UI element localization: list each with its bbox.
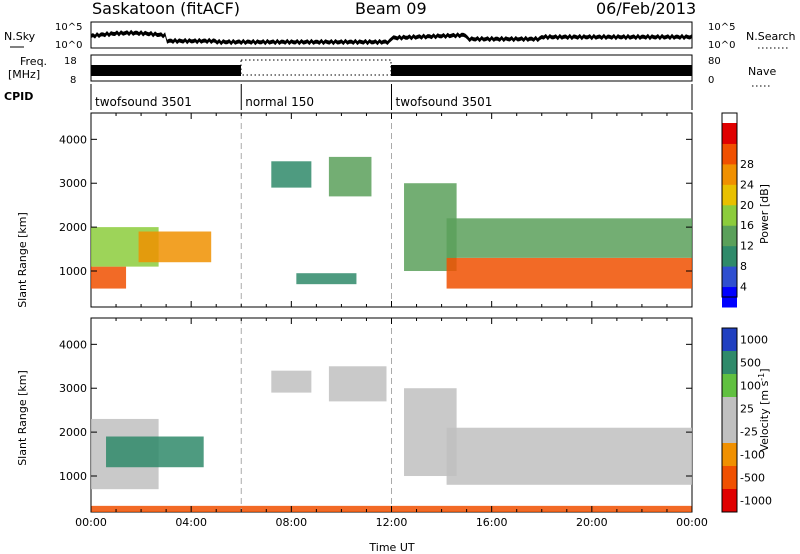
cpid-segment-label: twofsound 3501 — [396, 95, 493, 109]
y-tick-label: 3000 — [59, 382, 87, 395]
nave-tick-bottom: 0 — [708, 75, 714, 86]
echo-region — [328, 366, 387, 402]
y-tick-label: 2000 — [59, 221, 87, 234]
noise-left-tick-bottom: 10^0 — [55, 40, 82, 51]
echo-region — [271, 370, 312, 393]
y-tick-label: 4000 — [59, 338, 87, 351]
date-title: 06/Feb/2013 — [596, 0, 696, 18]
colorbar-tick-label: 1000 — [740, 334, 768, 347]
noise-right-label: N.Search — [746, 30, 796, 43]
colorbar-tick-label: 100 — [740, 380, 761, 393]
colorbar-tick-label: 28 — [740, 158, 754, 171]
colorbar-segment — [722, 123, 737, 144]
y-tick-label: 1000 — [59, 265, 87, 278]
beam-title: Beam 09 — [355, 0, 427, 18]
echo-region — [91, 266, 127, 289]
y-tick-label: 4000 — [59, 133, 87, 146]
colorbar-segment — [722, 163, 737, 185]
nave-tick-top: 80 — [708, 56, 721, 67]
freq-tick-bottom: 8 — [70, 75, 76, 86]
echo-region — [138, 231, 212, 263]
colorbar-tick-label: 500 — [740, 357, 761, 370]
freq-tick-top: 18 — [64, 56, 77, 67]
colorbar-tick-label: 25 — [740, 403, 754, 416]
nave-dotted — [240, 59, 392, 76]
noise-right-tick-bottom: 10^0 — [708, 40, 735, 51]
colorbar-segment — [722, 328, 737, 352]
cpid-segments: twofsound 3501 normal 150 twofsound 3501 — [90, 84, 693, 110]
colorbar-segment — [722, 351, 737, 375]
colorbar-segment — [722, 204, 737, 226]
colorbar-tick-label: -500 — [740, 472, 765, 485]
colorbar-segment — [722, 245, 737, 267]
colorbar-tick-label: -1000 — [740, 495, 772, 508]
colorbar-segment — [722, 374, 737, 398]
colorbar-segment — [722, 143, 737, 165]
freq-bar-1 — [91, 65, 241, 76]
colorbar-frame — [721, 327, 738, 513]
x-tick-label: 08:00 — [275, 516, 307, 529]
power-panel: 1000 2000 3000 4000 4 8 12 16 20 24 28 — [59, 112, 754, 308]
x-tick-label: 16:00 — [476, 516, 508, 529]
x-tick-label: 20:00 — [576, 516, 608, 529]
echo-region — [296, 273, 357, 285]
colorbar-segment — [722, 266, 737, 288]
colorbar-tick-label: 8 — [740, 260, 747, 273]
x-tick-label: 12:00 — [376, 516, 408, 529]
y-tick-label: 2000 — [59, 426, 87, 439]
echo-region — [271, 161, 312, 188]
colorbar-segment — [722, 225, 737, 247]
noise-trace — [91, 29, 692, 46]
x-tick-label: 00:00 — [75, 516, 107, 529]
noise-left-tick-top: 10^5 — [55, 22, 82, 33]
noise-right-tick-top: 10^5 — [708, 22, 735, 33]
cpid-segment-label: normal 150 — [245, 95, 314, 109]
colorbar-tick-label: 12 — [740, 240, 754, 253]
velocity-cbar-label: Velocity [m s-1] — [757, 368, 772, 451]
nave-label: Nave — [748, 65, 776, 78]
echo-region — [446, 257, 692, 289]
echo-region — [328, 156, 372, 197]
colorbar-segment — [722, 184, 737, 206]
colorbar-tick-label: -100 — [740, 449, 765, 462]
freq-label-2: [MHz] — [8, 68, 40, 81]
site-title: Saskatoon (fitACF) — [92, 0, 240, 18]
velocity-ylabel: Slant Range [km] — [16, 370, 29, 466]
noise-left-label: N.Sky — [4, 30, 36, 43]
echo-region — [446, 218, 692, 258]
colorbar-tick-label: 4 — [740, 281, 747, 294]
noise-panel — [90, 21, 693, 49]
velocity-panel: 1000 2000 3000 4000 00:00 04:00 08:00 12:00 16:0… — [59, 317, 772, 529]
x-tick-label: 04:00 — [175, 516, 207, 529]
freq-label-1: Freq. — [20, 55, 47, 68]
power-ylabel: Slant Range [km] — [16, 212, 29, 308]
freq-bar-2 — [391, 65, 692, 76]
cpid-label: CPID — [4, 90, 33, 103]
echo-region — [106, 436, 204, 468]
colorbar-tick-label: -25 — [740, 426, 758, 439]
colorbar-segment — [722, 489, 737, 513]
time-xlabel: Time UT — [368, 541, 414, 554]
colorbar-frame — [721, 112, 738, 298]
power-cbar-label: Power [dB] — [758, 184, 771, 244]
colorbar-tick-label: 20 — [740, 199, 754, 212]
colorbar-segment — [722, 420, 737, 444]
colorbar-tick-label: 16 — [740, 219, 754, 232]
colorbar-segment — [722, 443, 737, 467]
y-tick-label: 3000 — [59, 177, 87, 190]
x-tick-label: 00:00 — [676, 516, 708, 529]
echo-region — [446, 427, 692, 485]
colorbar-tick-label: 24 — [740, 178, 754, 191]
colorbar-segment — [722, 397, 737, 421]
cpid-segment-label: twofsound 3501 — [95, 95, 192, 109]
colorbar-segment — [722, 466, 737, 490]
y-tick-label: 1000 — [59, 470, 87, 483]
